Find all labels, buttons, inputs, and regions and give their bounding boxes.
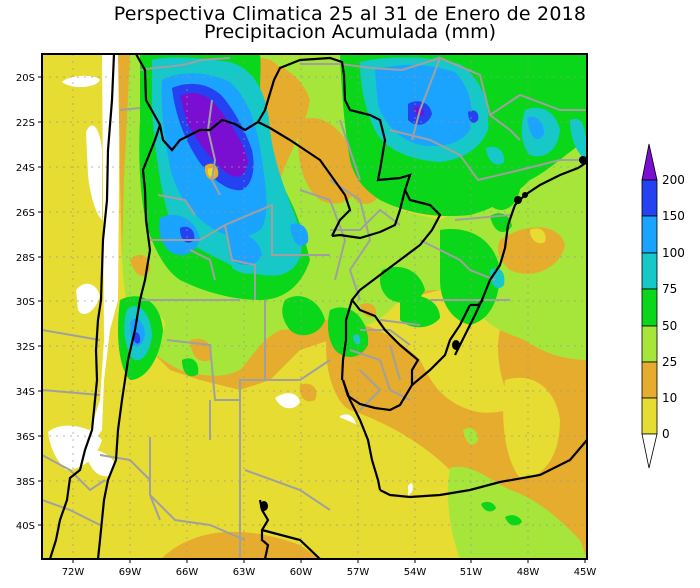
- x-tick-label: 57W: [347, 567, 370, 578]
- map-subtitle: Precipitacion Acumulada (mm): [203, 21, 496, 43]
- x-axis: 72W 69W 66W 63W 60W 57W 54W 51W 48W 45W: [62, 559, 597, 578]
- precipitation-field: [42, 54, 587, 559]
- map-frame: [41, 53, 588, 560]
- colorbar-label: 200: [662, 173, 685, 187]
- colorbar-overflow-arrow: [641, 143, 658, 181]
- colorbar-label: 25: [662, 355, 678, 369]
- colorbar-label: 75: [662, 282, 678, 296]
- x-tick-label: 63W: [233, 567, 256, 578]
- y-axis: 20S 22S 24S 26S 28S 30S 32S 34S 36S 38S …: [16, 73, 42, 532]
- x-tick-label: 66W: [176, 567, 199, 578]
- y-tick-label: 28S: [16, 253, 35, 264]
- x-tick-label: 69W: [119, 567, 142, 578]
- state-borders: [42, 56, 587, 559]
- y-tick-label: 32S: [16, 342, 35, 353]
- country-borders: [48, 54, 587, 559]
- colorbar-label: 0: [662, 427, 670, 441]
- map-title: Perspectiva Climatica 25 al 31 de Enero …: [113, 3, 587, 25]
- colorbar-label: 50: [662, 319, 678, 333]
- x-tick-label: 54W: [404, 567, 427, 578]
- colorbar-label: 150: [662, 209, 685, 223]
- x-tick-label: 72W: [62, 567, 85, 578]
- colorbar-label: 100: [662, 246, 685, 260]
- colorbar: [641, 143, 658, 469]
- y-tick-label: 26S: [16, 208, 35, 219]
- y-tick-label: 40S: [16, 521, 35, 532]
- colorbar-underflow-arrow: [641, 433, 658, 469]
- graticule: [42, 54, 587, 559]
- y-tick-label: 22S: [16, 118, 35, 129]
- y-tick-label: 34S: [16, 387, 35, 398]
- y-tick-label: 20S: [16, 73, 35, 84]
- x-tick-label: 51W: [460, 567, 483, 578]
- y-tick-label: 30S: [16, 297, 35, 308]
- x-tick-label: 60W: [290, 567, 313, 578]
- y-tick-label: 38S: [16, 477, 35, 488]
- colorbar-label: 10: [662, 391, 678, 405]
- x-tick-label: 48W: [517, 567, 540, 578]
- y-tick-label: 36S: [16, 432, 35, 443]
- x-tick-label: 45W: [574, 567, 597, 578]
- y-tick-label: 24S: [16, 163, 35, 174]
